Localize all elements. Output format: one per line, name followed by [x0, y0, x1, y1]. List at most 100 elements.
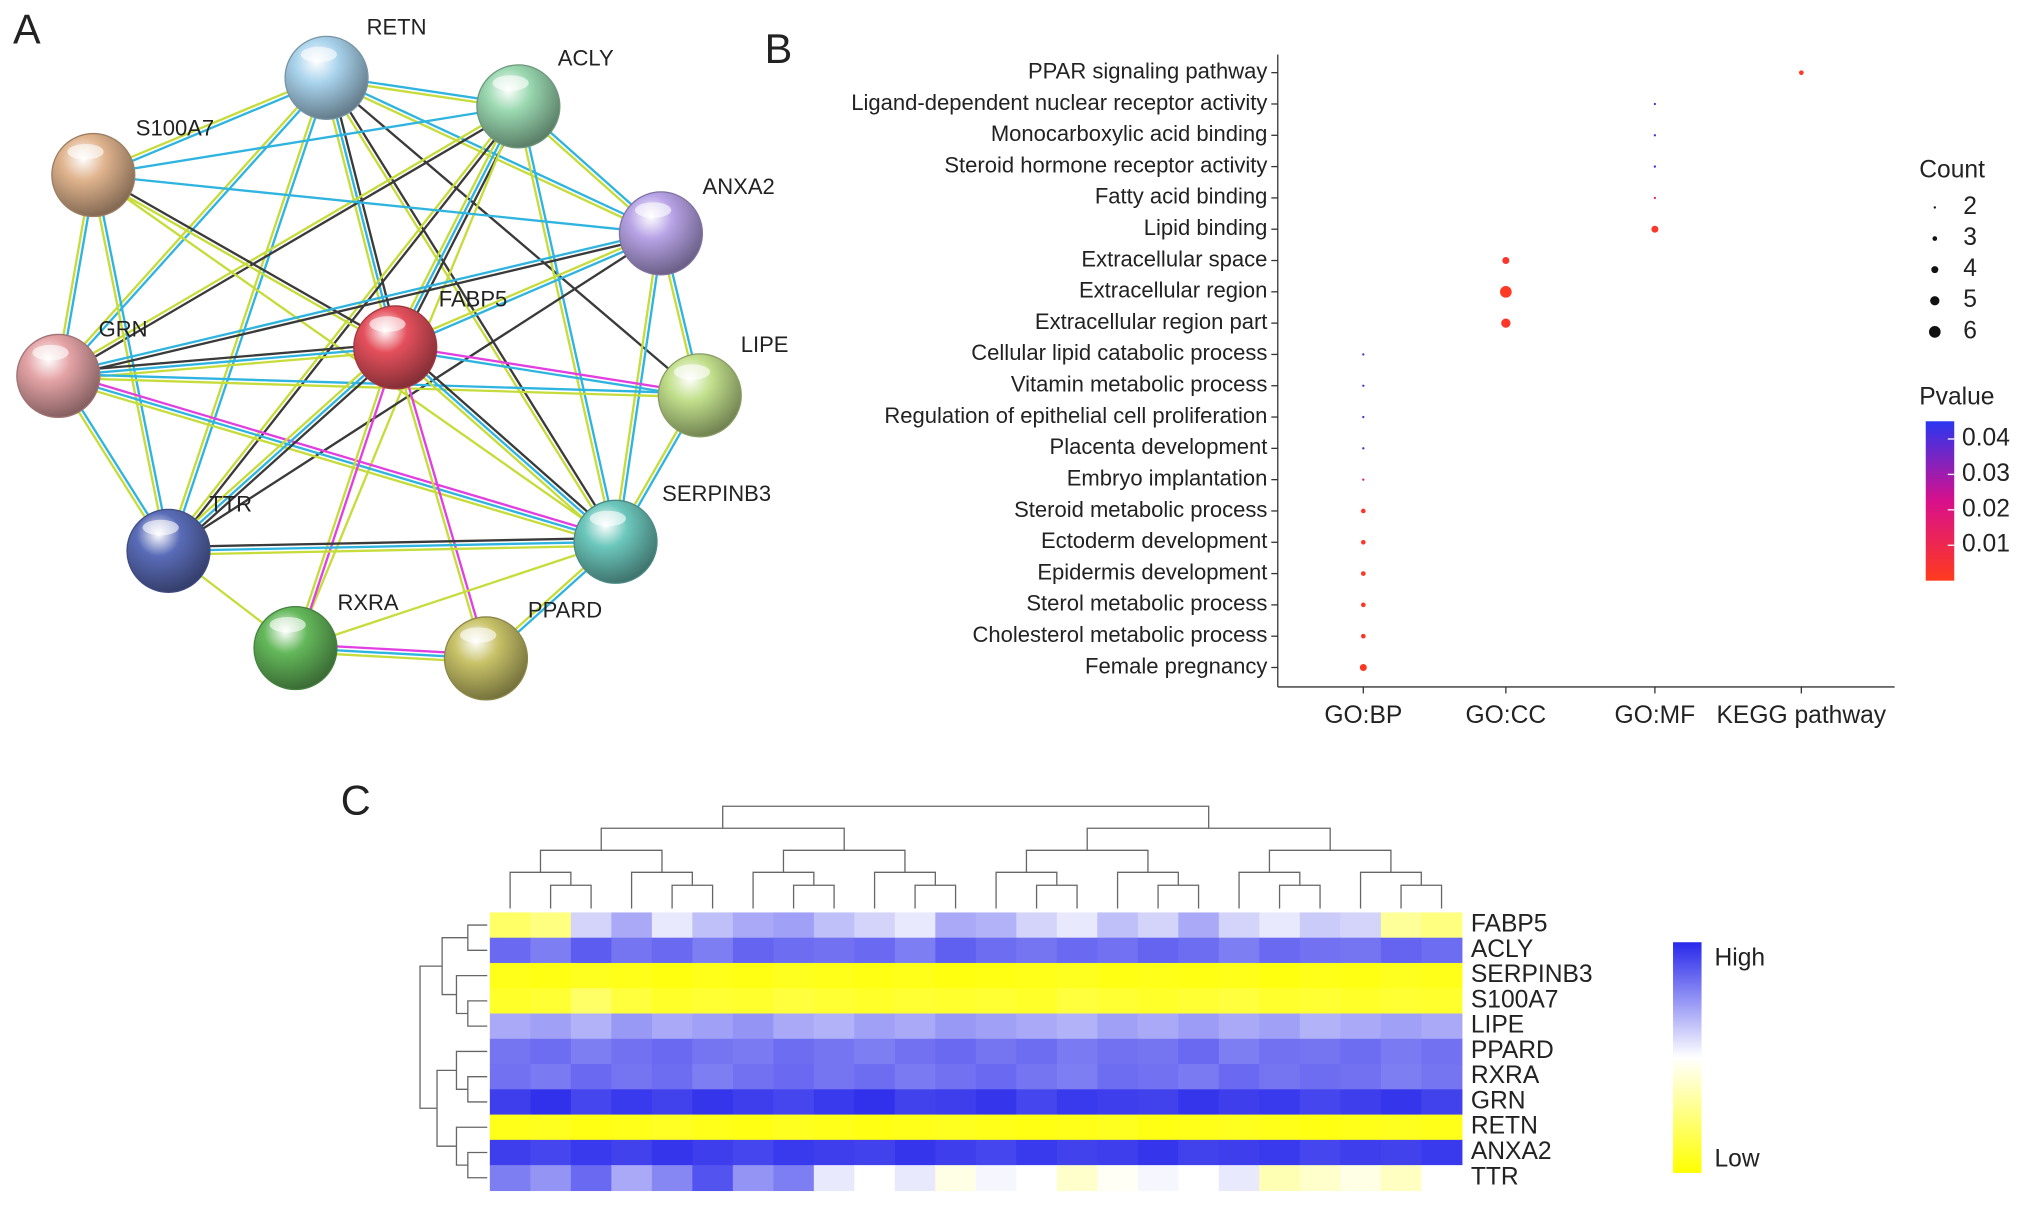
heatmap-cell	[732, 1038, 774, 1065]
row-label: LIPE	[1471, 1012, 1524, 1039]
heatmap-cell	[894, 1139, 936, 1166]
heatmap-cell	[935, 1038, 977, 1065]
interaction-edge	[329, 76, 401, 347]
interaction-edge	[394, 346, 617, 543]
heatmap-cell	[489, 912, 532, 939]
interaction-edge	[396, 346, 489, 659]
heatmap-cell	[651, 937, 693, 964]
heatmap-cell	[570, 912, 612, 939]
heatmap-cell	[975, 1139, 1017, 1166]
heatmap-cell	[1421, 962, 1463, 989]
heatmap-cell	[1218, 1139, 1260, 1166]
heatmap-cell	[611, 912, 653, 939]
heatmap-cell	[732, 1165, 774, 1192]
interaction-edge	[58, 346, 396, 378]
heatmap-cell	[975, 1064, 1017, 1090]
heatmap-cell	[1016, 1089, 1058, 1116]
heatmap-cell	[975, 1089, 1017, 1116]
colorbar-label: 0.04	[1962, 424, 2010, 451]
heatmap-cell	[651, 1139, 693, 1166]
heatmap-cell	[813, 912, 855, 939]
panel-letter: B	[765, 25, 793, 72]
interaction-edge	[56, 103, 518, 376]
heatmap-cell	[1097, 1165, 1139, 1192]
node-label: FABP5	[439, 287, 508, 312]
interaction-edge	[394, 105, 520, 348]
dot	[1653, 196, 1657, 200]
node-highlight	[142, 519, 179, 536]
heatmap-cell	[489, 988, 532, 1015]
heatmap-cell	[611, 1013, 653, 1040]
heatmap-cell	[773, 937, 815, 964]
heatmap-cell	[975, 988, 1017, 1015]
heatmap-cell	[651, 1114, 693, 1141]
dendrogram-branch	[752, 871, 815, 909]
interaction-edge	[323, 78, 615, 544]
heatmap-cell	[813, 962, 855, 989]
heatmap-cell	[1299, 1089, 1341, 1116]
heatmap-cell	[935, 1165, 977, 1192]
legend-low: Low	[1715, 1145, 1760, 1172]
heatmap-cell	[773, 1165, 815, 1192]
heatmap-cell	[692, 962, 734, 989]
heatmap-cell	[894, 1038, 936, 1065]
heatmap-cell	[530, 912, 572, 939]
term-label: Cellular lipid catabolic process	[971, 340, 1267, 365]
heatmap-cell	[1299, 1139, 1341, 1166]
interaction-edge	[519, 105, 619, 542]
heatmap-cell	[489, 1038, 532, 1065]
heatmap-cell	[489, 1114, 532, 1141]
term-label: Sterol metabolic process	[1026, 591, 1267, 616]
row-label: FABP5	[1471, 911, 1548, 938]
heatmap-cell	[1340, 962, 1382, 989]
heatmap-cell	[1218, 1114, 1260, 1141]
heatmap-cell	[813, 1139, 855, 1166]
heatmap-cell	[935, 962, 977, 989]
panel-letter: A	[13, 5, 41, 52]
heatmap-cell	[894, 1064, 936, 1090]
heatmap-cell	[1097, 912, 1139, 939]
dendrogram-branch	[539, 849, 663, 873]
heatmap-cell	[489, 937, 532, 964]
heatmap-cell	[854, 962, 896, 989]
node-highlight	[369, 316, 406, 332]
heatmap-cell	[1380, 1139, 1422, 1166]
heatmap-cell	[611, 937, 653, 964]
heatmap-cell	[1016, 962, 1058, 989]
heatmap-cell	[1056, 1089, 1098, 1116]
legend-dot	[1930, 296, 1940, 306]
heatmap-cell	[1097, 1089, 1139, 1116]
interaction-edge	[58, 234, 662, 379]
term-label: Extracellular space	[1081, 246, 1267, 271]
term-label: Steroid hormone receptor activity	[944, 152, 1267, 177]
interaction-edge	[169, 106, 521, 553]
heatmap-cell	[1137, 988, 1179, 1015]
dendrogram-branch	[1238, 871, 1301, 909]
row-label: RXRA	[1471, 1062, 1540, 1089]
interaction-edge	[165, 343, 394, 549]
dendrogram-branch	[1157, 884, 1200, 909]
node-highlight	[673, 364, 711, 380]
legend-label: 5	[1963, 286, 1977, 313]
heatmap-cell	[813, 1038, 855, 1065]
heatmap-cell	[975, 1114, 1017, 1141]
heatmap-cell	[1259, 988, 1301, 1015]
heatmap-cell	[894, 962, 936, 989]
dot	[1502, 257, 1510, 265]
node-highlight	[460, 627, 497, 643]
heatmap-cell	[1016, 1114, 1058, 1141]
heatmap-cell	[1056, 1038, 1098, 1065]
heatmap-cell	[813, 1114, 855, 1141]
heatmap-cell	[1421, 988, 1463, 1015]
heatmap-cell	[732, 937, 774, 964]
term-label: Epidermis development	[1037, 559, 1267, 584]
term-label: Placenta development	[1050, 434, 1268, 459]
heatmap-cell	[1056, 937, 1098, 964]
heatmap-cell	[489, 1139, 532, 1166]
heatmap-cell	[773, 912, 815, 939]
term-label: Ligand-dependent nuclear receptor activi…	[851, 90, 1267, 115]
term-label: Monocarboxylic acid binding	[991, 121, 1268, 146]
heatmap-cell	[894, 1114, 936, 1141]
heatmap-cell	[489, 1089, 532, 1116]
heatmap-cell	[1056, 1064, 1098, 1090]
